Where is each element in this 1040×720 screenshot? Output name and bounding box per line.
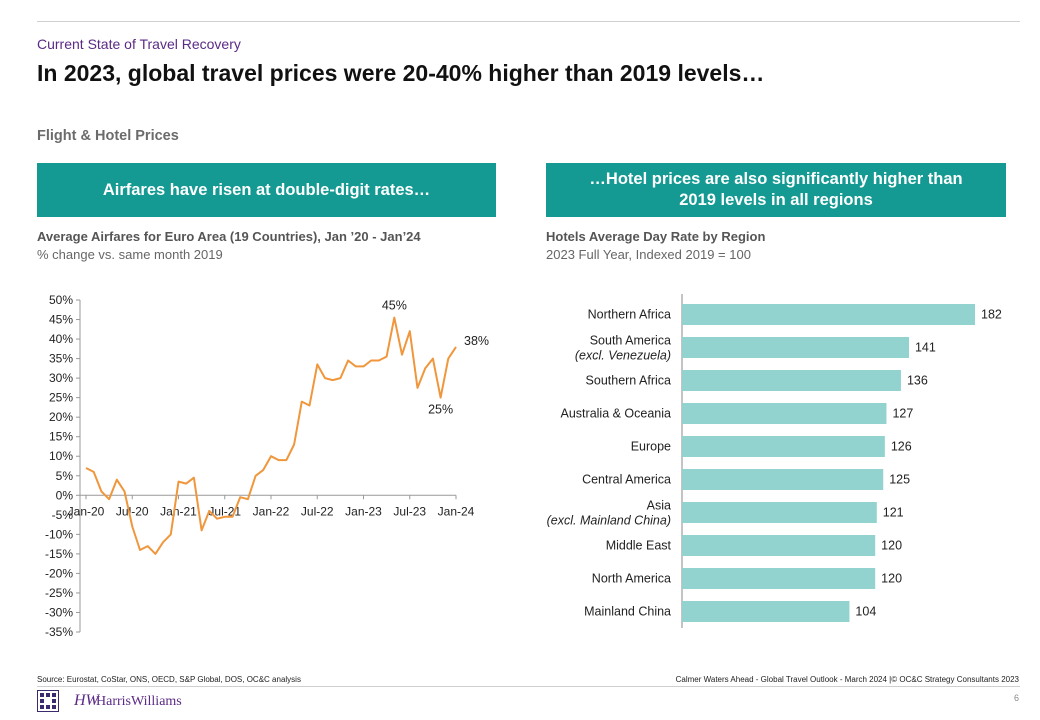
bar-value-label: 136 <box>907 374 928 388</box>
hotel-banner: …Hotel prices are also significantly hig… <box>546 163 1006 217</box>
x-tick-label: Jan-20 <box>68 504 105 518</box>
category-note: (excl. Venezuela) <box>575 349 671 363</box>
y-tick-label: -10% <box>45 527 73 541</box>
hotel-bar <box>682 469 884 490</box>
footer-credit: Calmer Waters Ahead - Global Travel Outl… <box>675 675 1019 684</box>
hotel-bar <box>682 304 975 325</box>
hotel-bar <box>682 337 909 358</box>
hotel-banner-line1: …Hotel prices are also significantly hig… <box>589 170 963 188</box>
category-label: Northern Africa <box>588 308 671 322</box>
y-tick-label: 50% <box>49 293 73 307</box>
x-tick-label: Jan-21 <box>160 504 197 518</box>
category-label: Mainland China <box>584 605 671 619</box>
section-label: Current State of Travel Recovery <box>37 36 241 52</box>
airfare-banner-text: Airfares have risen at double-digit rate… <box>102 180 431 199</box>
hotel-bar <box>682 403 887 424</box>
logo-wordmark: HarrisWilliams <box>96 694 182 709</box>
data-label: 25% <box>428 403 453 417</box>
subheading: Flight & Hotel Prices <box>37 128 179 144</box>
y-tick-label: -30% <box>45 605 73 619</box>
y-tick-label: -15% <box>45 547 73 561</box>
bar-value-label: 141 <box>915 341 936 355</box>
bottom-divider <box>37 686 1020 687</box>
y-tick-label: 35% <box>49 352 73 366</box>
hotel-chart-title: Hotels Average Day Rate by Region <box>546 229 766 244</box>
bar-value-label: 125 <box>889 473 910 487</box>
logo-monogram: HW <box>74 692 99 709</box>
y-tick-label: -5% <box>52 508 74 522</box>
bar-value-label: 182 <box>981 308 1002 322</box>
airfare-line-chart: 50% 45% 40% 35% 30% 25% 20% 15% 10% 5% 0% -5% -10% -1… <box>45 293 489 639</box>
y-tick-label: -20% <box>45 566 73 580</box>
x-tick-label: Jan-24 <box>438 504 475 518</box>
y-tick-label: 40% <box>49 332 73 346</box>
category-label: Central America <box>582 473 671 487</box>
y-tick-label: 30% <box>49 371 73 385</box>
page-number: 6 <box>1013 693 1019 703</box>
top-divider <box>37 21 1020 22</box>
bar-value-label: 127 <box>892 407 913 421</box>
category-label: North America <box>592 572 671 586</box>
airfare-series-line <box>85 316 457 555</box>
bar-value-label: 121 <box>883 506 904 520</box>
hotel-bar <box>682 370 901 391</box>
y-tick-label: 0% <box>56 488 74 502</box>
x-tick-label: Jan-23 <box>345 504 382 518</box>
airfare-chart-subtitle: % change vs. same month 2019 <box>37 247 223 262</box>
data-label: 45% <box>382 299 407 313</box>
x-tick-label: Jul-20 <box>116 504 149 518</box>
bar-value-label: 120 <box>881 539 902 553</box>
hotel-bar <box>682 568 876 589</box>
category-label: South America <box>590 334 671 348</box>
category-note: (excl. Mainland China) <box>547 514 671 528</box>
airfare-chart-title: Average Airfares for Euro Area (19 Count… <box>37 229 421 244</box>
category-label: Asia <box>647 499 671 513</box>
airfare-banner: Airfares have risen at double-digit rate… <box>37 163 496 217</box>
y-tick-label: 5% <box>56 469 74 483</box>
hotel-chart-subtitle: 2023 Full Year, Indexed 2019 = 100 <box>546 247 751 262</box>
hotel-banner-line2: 2019 levels in all regions <box>679 191 873 209</box>
page-title: In 2023, global travel prices were 20-40… <box>37 60 765 86</box>
category-label: Australia & Oceania <box>561 407 672 421</box>
y-tick-label: 45% <box>49 313 73 327</box>
y-tick-label: 10% <box>49 449 73 463</box>
category-label: Middle East <box>606 539 672 553</box>
bar-value-label: 126 <box>891 440 912 454</box>
x-tick-label: Jul-22 <box>301 504 334 518</box>
y-tick-label: -35% <box>45 625 73 639</box>
y-tick-label: 15% <box>49 430 73 444</box>
source-note: Source: Eurostat, CoStar, ONS, OECD, S&P… <box>37 675 301 684</box>
harris-williams-grid-icon <box>37 690 59 712</box>
bar-value-label: 120 <box>881 572 902 586</box>
y-tick-label: 25% <box>49 391 73 405</box>
hotel-bar <box>682 436 885 457</box>
x-tick-label: Jul-23 <box>393 504 426 518</box>
category-label: Europe <box>631 440 671 454</box>
category-label: Southern Africa <box>586 374 672 388</box>
y-tick-label: 20% <box>49 410 73 424</box>
hotel-bar <box>682 601 850 622</box>
hotel-bar <box>682 502 877 523</box>
y-tick-label: -25% <box>45 586 73 600</box>
hotel-bar <box>682 535 876 556</box>
data-label: 38% <box>464 334 489 348</box>
x-tick-label: Jan-22 <box>253 504 290 518</box>
bar-value-label: 104 <box>855 605 876 619</box>
